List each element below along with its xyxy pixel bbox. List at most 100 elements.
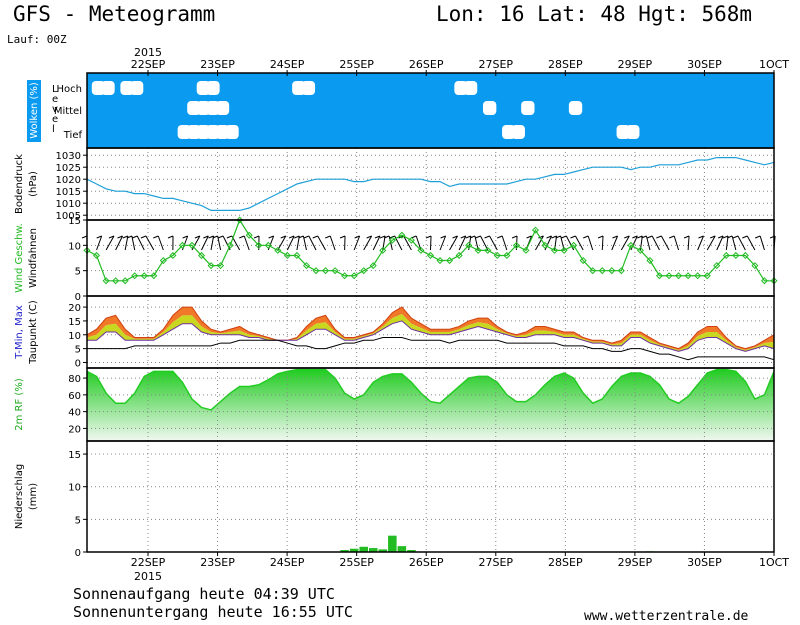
wind-barb-flag xyxy=(117,235,123,239)
wind-barb-flag xyxy=(354,235,360,239)
precip-bar xyxy=(368,548,378,552)
wind-barb xyxy=(480,235,489,251)
wind-speed-point xyxy=(341,272,349,280)
wind-barb-flag xyxy=(253,235,260,239)
wind-speed-point xyxy=(646,256,654,265)
wind-barb xyxy=(737,235,746,251)
wind-barb-flag xyxy=(182,235,188,239)
day-label-bottom: 27SEP xyxy=(478,556,513,569)
pressure-ylabel: (hPa) xyxy=(28,171,39,197)
sunset-text: Sonnenuntergang heute 16:55 UTC xyxy=(73,603,353,621)
cloud-level-label: Hoch xyxy=(57,84,82,95)
wind-barb-flag xyxy=(194,235,201,239)
wind-barb-flag xyxy=(583,235,589,239)
wind-barb xyxy=(157,235,164,251)
wind-speed-point xyxy=(322,267,330,275)
wind-speed-point xyxy=(360,267,368,275)
wind-barb-flag xyxy=(641,235,647,239)
wind-barb-flag xyxy=(167,235,174,239)
wind-speed-point xyxy=(446,256,454,265)
wind-barb xyxy=(725,235,729,251)
wind-speed-point xyxy=(178,241,186,249)
wind-speed-point xyxy=(379,246,387,254)
location-readout: Lon: 16 Lat: 48 Hgt: 568m xyxy=(436,2,753,26)
wind-speed-point xyxy=(703,272,711,280)
wind-speed-point xyxy=(589,267,597,275)
cloud-side-label: v xyxy=(52,104,58,115)
wind-speed-point xyxy=(531,226,539,234)
wind-speed-line xyxy=(86,218,774,282)
wind-barb-flag xyxy=(526,235,532,239)
wind-barb-flag xyxy=(683,235,690,239)
wind-barb xyxy=(697,235,704,251)
wind-barb xyxy=(575,235,584,251)
wind-barb-flag xyxy=(722,235,729,239)
wind-speed-point xyxy=(570,241,578,249)
precip-bar xyxy=(340,550,349,552)
wind-speed-point xyxy=(770,277,778,285)
precip-bar xyxy=(359,546,368,552)
wind-barb-flag xyxy=(742,235,748,239)
wind-speed-point xyxy=(694,272,702,280)
wind-barb-flag xyxy=(668,235,675,239)
day-label-top: 26SEP xyxy=(409,58,444,71)
temperature-tick-label: 15 xyxy=(68,317,81,328)
wind-barb-flag xyxy=(646,235,653,239)
wind-barb-flag xyxy=(108,235,115,239)
wind-barb xyxy=(716,235,724,251)
precip-bar xyxy=(378,549,388,552)
wind-barb-flag xyxy=(597,235,604,239)
wind-barb-flag xyxy=(288,235,295,239)
wind-barb-flag xyxy=(132,235,138,239)
wind-barb xyxy=(611,235,618,251)
year-label-top: 2015 xyxy=(134,46,162,59)
wind-tick-label: 5 xyxy=(75,267,81,278)
temperature-max-line xyxy=(86,306,775,350)
wind-barb xyxy=(759,235,765,251)
wind-speed-point xyxy=(245,231,253,239)
wind-barb-flag xyxy=(374,235,381,239)
day-label-bottom: 23SEP xyxy=(200,556,235,569)
wind-speed-point xyxy=(226,241,234,249)
temperature-tick-label: 20 xyxy=(68,303,81,314)
wind-barb-flag xyxy=(717,235,724,239)
wind-barb xyxy=(403,235,412,251)
wind-barb xyxy=(145,235,155,251)
wind-barb xyxy=(489,235,498,251)
wind-speed-point xyxy=(331,267,339,275)
wind-barb-flag xyxy=(546,235,552,239)
temperature-ylabel: T-Min, Max xyxy=(14,305,25,360)
wind-speed-point xyxy=(503,251,511,260)
wind-speed-point xyxy=(293,251,301,260)
wind-barb-flag xyxy=(637,235,643,239)
wind-speed-point xyxy=(398,231,406,239)
day-label-top: 22SEP xyxy=(131,58,166,71)
wind-barb xyxy=(620,235,630,251)
wind-speed-point xyxy=(617,267,625,275)
wind-speed-point xyxy=(302,262,310,270)
wind-barb xyxy=(458,235,467,251)
wind-tick-label: 0 xyxy=(75,292,81,303)
day-label-top: 30SEP xyxy=(687,58,722,71)
humidity-ylabel: 2m RF (%) xyxy=(14,378,25,431)
day-label-top: 27SEP xyxy=(478,58,513,71)
wind-barb-flag xyxy=(698,235,704,239)
website-label: www.wetterzentrale.de xyxy=(584,609,749,624)
wind-barb xyxy=(286,235,295,251)
wind-barb-flag xyxy=(339,235,346,239)
wind-speed-point xyxy=(684,272,692,280)
day-label-top: 29SEP xyxy=(618,58,653,71)
wind-speed-point xyxy=(522,246,530,254)
day-label-top: 28SEP xyxy=(548,58,583,71)
wind-barb xyxy=(535,235,544,251)
day-label-bottom: 24SEP xyxy=(270,556,305,569)
wind-barb xyxy=(329,235,336,251)
pressure-line xyxy=(86,157,775,211)
wind-barb-flag xyxy=(312,235,318,239)
day-label-bottom: 22SEP xyxy=(131,556,166,569)
wind-barb xyxy=(243,235,250,251)
pressure-tick-label: 1030 xyxy=(56,151,81,162)
wind-speed-point xyxy=(188,241,196,249)
temperature-max-band xyxy=(87,307,774,350)
wind-barb xyxy=(430,235,432,251)
